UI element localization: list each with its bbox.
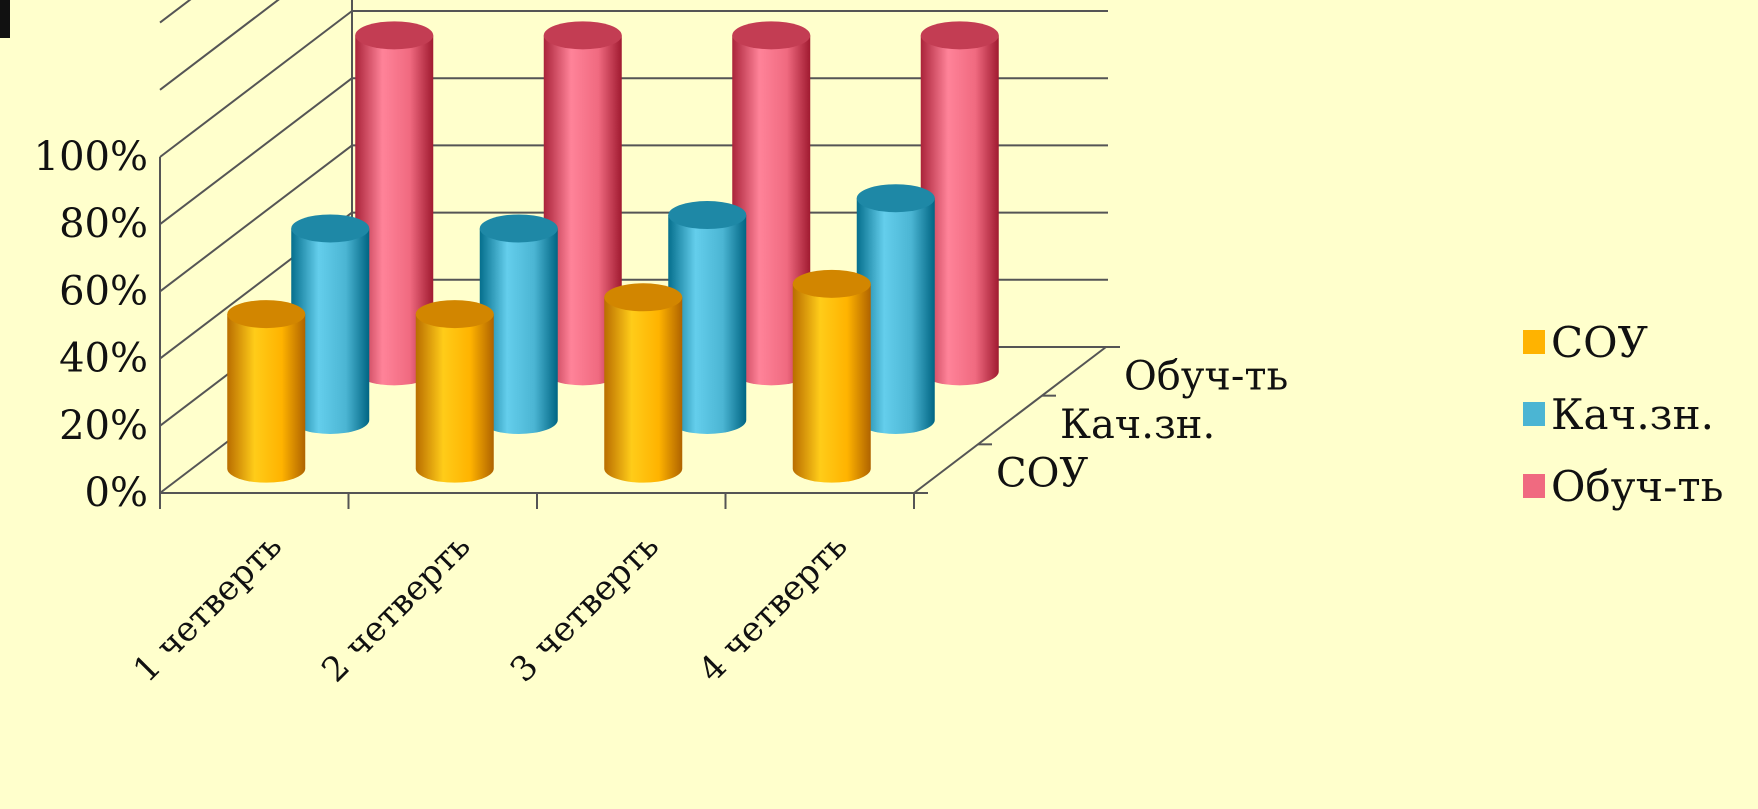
cylinder-bar	[291, 214, 370, 435]
cylinder-bar	[920, 21, 999, 386]
cylinder-top	[415, 300, 494, 329]
chart-bars	[227, 21, 999, 483]
legend-swatch-obuch	[1523, 474, 1545, 498]
legend-label-obuch: Обуч-ть	[1551, 461, 1724, 511]
depth-label: Кач.зн.	[1060, 402, 1215, 448]
cylinder-bar	[856, 184, 935, 435]
legend-swatch-kach	[1523, 402, 1545, 426]
legend-swatch-sou	[1523, 330, 1545, 354]
cylinder-top	[355, 21, 434, 50]
depth-label: СОУ	[996, 451, 1088, 497]
cylinder-bar	[732, 21, 811, 386]
side-gridline	[159, 0, 280, 91]
x-tick-label: 4 четверть	[691, 526, 855, 690]
cylinder-bar	[355, 21, 434, 386]
legend-label-sou: СОУ	[1551, 317, 1648, 367]
side-gridline	[159, 10, 353, 158]
cylinder-bar	[479, 214, 558, 435]
cylinder-bar	[415, 300, 494, 483]
cylinder-top	[668, 201, 747, 230]
cylinder-body	[479, 228, 558, 435]
cylinder-top	[291, 214, 370, 243]
chart-legend: СОУ Кач.зн. Обуч-ть	[1523, 306, 1724, 522]
legend-item-kach: Кач.зн.	[1523, 378, 1724, 450]
cylinder-bar	[604, 283, 683, 483]
cylinder-body	[856, 198, 935, 435]
y-tick-label: 60%	[59, 268, 148, 314]
cylinder-bar	[792, 269, 871, 483]
cylinder-top	[604, 283, 683, 312]
cylinder-top	[227, 300, 306, 329]
corner-mark	[0, 0, 10, 38]
y-tick-label: 0%	[85, 470, 148, 516]
cylinder-bar	[227, 300, 306, 483]
cylinder-body	[543, 35, 622, 386]
cylinder-body	[920, 35, 999, 386]
cylinder-top	[543, 21, 622, 50]
side-gridline	[159, 77, 353, 225]
x-tick-label: 2 четверть	[314, 526, 478, 690]
cylinder-top	[792, 269, 871, 298]
cylinder-body	[227, 314, 306, 483]
cylinder-body	[415, 314, 494, 483]
x-tick-label: 1 четверть	[126, 526, 290, 690]
side-gridline	[159, 0, 192, 24]
cylinder-body	[732, 35, 811, 386]
cylinder-body	[355, 35, 434, 386]
cylinder-top	[856, 184, 935, 213]
y-tick-label: 20%	[59, 403, 148, 449]
cylinder-bar	[668, 201, 747, 435]
cylinder-body	[668, 215, 747, 435]
legend-item-sou: СОУ	[1523, 306, 1724, 378]
y-tick-label: 100%	[34, 134, 148, 180]
floor-right-edge	[913, 346, 1107, 494]
x-tick-label: 3 четверть	[503, 526, 667, 690]
depth-label: Обуч-ть	[1124, 353, 1288, 399]
legend-label-kach: Кач.зн.	[1551, 389, 1714, 439]
cylinder-top	[732, 21, 811, 50]
cylinder-top	[920, 21, 999, 50]
legend-item-obuch: Обуч-ть	[1523, 450, 1724, 522]
y-tick-label: 80%	[59, 201, 148, 247]
cylinder-body	[604, 297, 683, 483]
cylinder-body	[792, 283, 871, 483]
cylinder-body	[291, 228, 370, 435]
side-gridline	[159, 144, 353, 293]
cylinder-top	[479, 214, 558, 243]
y-tick-label: 40%	[59, 336, 148, 382]
cylinder-bar	[543, 21, 622, 386]
